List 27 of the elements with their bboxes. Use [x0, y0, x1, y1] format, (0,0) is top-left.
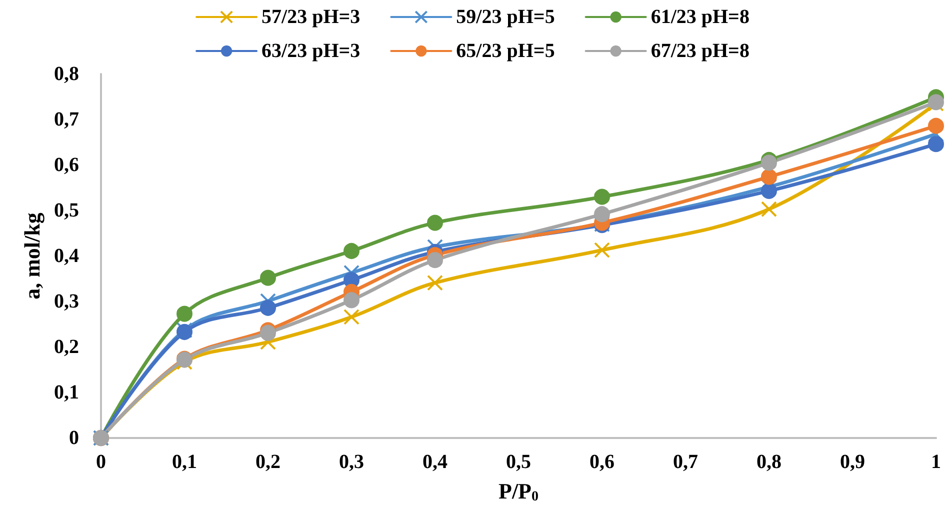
x-tick-label: 0,2 — [256, 451, 280, 473]
legend-label: 59/23 pH=5 — [456, 6, 555, 28]
legend-label: 65/23 pH=5 — [456, 40, 555, 62]
x-tick-label: 0,4 — [422, 451, 448, 473]
y-axis-title: a, mol/kg — [20, 212, 45, 300]
y-tick-label: 0,7 — [54, 108, 79, 130]
x-tick-label: 0,3 — [339, 451, 364, 473]
x-tick-label: 0,9 — [840, 451, 865, 473]
y-tick-label: 0,2 — [54, 336, 79, 358]
legend-label: 61/23 pH=8 — [650, 6, 750, 28]
legend-label: 63/23 pH=3 — [262, 40, 360, 62]
legend-label: 57/23 pH=3 — [262, 6, 360, 28]
x-tick-label: 0 — [96, 451, 106, 473]
legend-label: 67/23 pH=8 — [650, 40, 750, 62]
x-tick-label: 0,5 — [506, 451, 531, 473]
y-tick-label: 0,3 — [54, 290, 79, 312]
y-tick-label: 0,5 — [54, 200, 79, 222]
x-tick-label: 0,1 — [172, 451, 197, 473]
y-tick-label: 0,6 — [54, 154, 79, 176]
y-tick-label: 0,4 — [54, 245, 79, 267]
x-tick-label: 1 — [931, 451, 941, 473]
y-tick-label: 0,8 — [54, 63, 79, 85]
x-tick-label: 0,6 — [590, 451, 614, 473]
x-tick-label: 0,7 — [673, 451, 698, 473]
y-tick-label: 0 — [69, 427, 79, 449]
x-tick-label: 0,8 — [756, 451, 782, 473]
y-tick-label: 0,1 — [54, 382, 79, 404]
